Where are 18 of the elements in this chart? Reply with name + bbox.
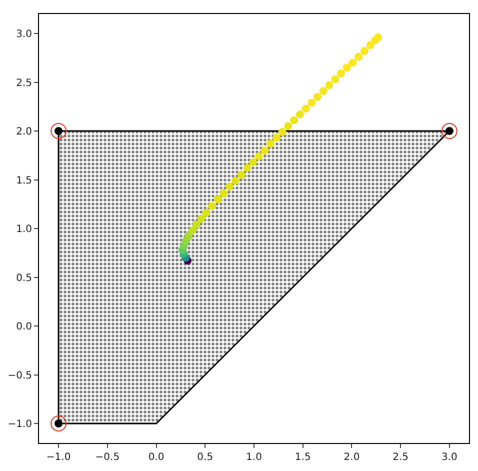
y-tick-label: 1.0	[16, 224, 32, 235]
x-tick-label: 3.0	[441, 452, 458, 463]
x-tick-label: −1.0	[46, 452, 71, 463]
y-tick-label: −1.0	[8, 419, 32, 430]
y-tick-label: 2.0	[16, 126, 32, 138]
x-tick-label: 2.0	[344, 452, 360, 463]
y-tick-label: 1.5	[16, 175, 32, 186]
x-tick-label: 2.5	[392, 452, 409, 463]
y-tick-label: 0.0	[16, 322, 32, 332]
x-tick-label: 0.5	[197, 452, 214, 463]
y-tick-label: 0.5	[16, 272, 32, 284]
y-tick-label: −0.5	[8, 370, 32, 382]
y-tick-label: 2.5	[16, 78, 32, 89]
y-tick-label: 3.0	[16, 29, 32, 40]
x-tick-label: 1.0	[246, 452, 262, 463]
x-tick-label: 0.0	[148, 452, 164, 463]
x-tick-label: 1.5	[294, 452, 311, 463]
x-tick-label: −0.5	[95, 452, 120, 463]
